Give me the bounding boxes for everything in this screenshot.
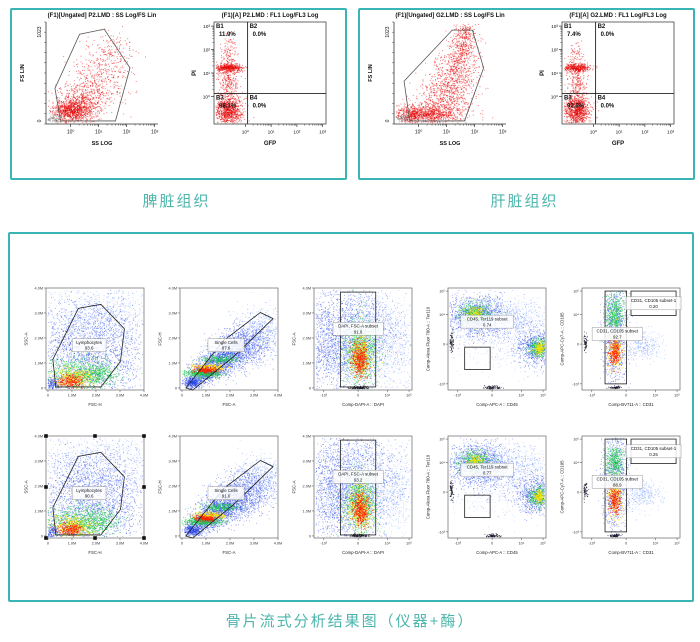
density-canvas xyxy=(20,428,152,576)
flow-plot-r2-c5: -10³ 0 10⁴ 10⁵ -10³ 0 10⁴ 10⁵ Comp-BV711-A :: CD… xyxy=(556,428,688,576)
bone-panel: 0 1.0M 2.0M 3.0M 4.0M 0 1.0M 2.0M 3.0M 4.0M FSC-H S… xyxy=(8,232,694,602)
flow-plot-r1-c4: -10³ 0 10⁴ 10⁵ -10³ 0 10⁴ 10⁵ Comp-APC-A :: CD45… xyxy=(422,280,554,428)
spleen-fs-ss-plot: (F1)[Ungated] P2.LMD : SS Log/FS Lin 1023… xyxy=(12,10,172,160)
quad-canvas xyxy=(180,10,340,160)
spleen-pi-gfp-plot: (F1)[A] P2.LMD : FL1 Log/FL3 Log 10⁰ 10¹ 10… xyxy=(180,10,340,160)
density-canvas xyxy=(20,280,152,428)
flow-plot-r1-c3: -10³ 0 10⁴ 10⁵ 0 1.0M 2.0M 3.0M 4.0M Comp-DAPI-A … xyxy=(288,280,420,428)
liver-fs-ss-plot: (F1)[Ungated] G2.LMD : SS Log/FS Lin 1023… xyxy=(360,10,520,160)
density-canvas xyxy=(288,280,420,428)
flow-plot-r2-c4: -10³ 0 10⁴ 10⁵ -10³ 0 10⁴ 10⁵ Comp-APC-A :: CD45… xyxy=(422,428,554,576)
scatter-canvas xyxy=(12,10,172,160)
liver-caption: 肝脏组织 xyxy=(490,193,559,210)
density-canvas xyxy=(556,428,688,576)
bone-caption: 骨片流式分析结果图（仪器+酶） xyxy=(225,613,475,630)
density-canvas xyxy=(422,428,554,576)
spleen-panel: (F1)[Ungated] P2.LMD : SS Log/FS Lin 1023… xyxy=(10,8,347,180)
flow-plot-r2-c1: 0 1.0M 2.0M 3.0M 4.0M 0 1.0M 2.0M 3.0M 4.0M FSC-H S… xyxy=(20,428,152,576)
flow-plot-r1-c1: 0 1.0M 2.0M 3.0M 4.0M 0 1.0M 2.0M 3.0M 4.0M FSC-H S… xyxy=(20,280,152,428)
flow-plot-r2-c3: -10³ 0 10⁴ 10⁵ 0 1.0M 2.0M 3.0M 4.0M Comp-DAPI-A … xyxy=(288,428,420,576)
density-canvas xyxy=(154,280,286,428)
flow-plot-r1-c5: -10³ 0 10⁴ 10⁵ -10³ 0 10⁴ 10⁵ Comp-BV711-A :: CD… xyxy=(556,280,688,428)
density-canvas xyxy=(422,280,554,428)
flow-plot-r2-c2: 0 1.0M 2.0M 3.0M 4.0M 0 1.0M 2.0M 3.0M 4.0M FSC-A F… xyxy=(154,428,286,576)
spleen-caption: 脾脏组织 xyxy=(142,193,211,210)
density-canvas xyxy=(288,428,420,576)
density-canvas xyxy=(154,428,286,576)
density-canvas xyxy=(556,280,688,428)
liver-panel: (F1)[Ungated] G2.LMD : SS Log/FS Lin 1023… xyxy=(358,8,695,180)
quad-canvas xyxy=(528,10,688,160)
liver-pi-gfp-plot: (F1)[A] G2.LMD : FL1 Log/FL3 Log 10⁰ 10¹ 10… xyxy=(528,10,688,160)
flow-plot-r1-c2: 0 1.0M 2.0M 3.0M 4.0M 0 1.0M 2.0M 3.0M 4.0M FSC-A F… xyxy=(154,280,286,428)
scatter-canvas xyxy=(360,10,520,160)
